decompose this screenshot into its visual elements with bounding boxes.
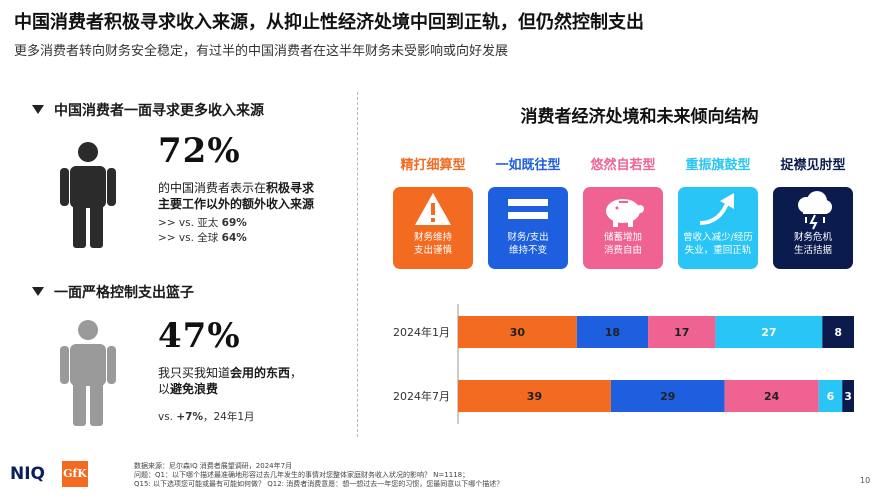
type-card-text: 储蓄增加 消费自由 <box>603 232 642 256</box>
data-label: 6 <box>827 390 835 403</box>
stat-47: 47% <box>158 316 241 356</box>
bar-segment <box>724 380 819 412</box>
data-label: 3 <box>844 390 852 403</box>
page-title: 中国消费者积极寻求收入来源，从抑止性经济处境中回到正轨，但仍然控制支出 <box>14 12 644 33</box>
compare-jan: vs. +7%，24年1月 <box>158 411 255 423</box>
type-card-text: 财务/支出 维持不变 <box>507 232 549 256</box>
bar-segment <box>842 380 854 412</box>
type-card-2: 储蓄增加 消费自由 <box>583 187 663 269</box>
footer-source: 数据来源：尼尔森IQ 消费者展望调研，2024年7月 <box>134 462 293 470</box>
curved-arrow-icon <box>678 187 758 231</box>
niq-logo: NIQ <box>10 464 46 484</box>
bar-segment <box>648 316 716 348</box>
type-card-0: 财务维持 支出谨慎 <box>393 187 473 269</box>
chart-title: 消费者经济处境和未来倾向结构 <box>520 107 759 127</box>
person-icon <box>60 142 116 248</box>
type-card-text: 财务危机 生活拮据 <box>793 232 832 256</box>
type-label-1: 一如既往型 <box>495 158 561 173</box>
type-card-1: 财务/支出 维持不变 <box>488 187 568 269</box>
type-label-2: 悠然自若型 <box>590 158 656 173</box>
page-number: 10 <box>860 476 871 485</box>
dashed-divider <box>357 92 358 437</box>
person-icon <box>60 320 116 426</box>
triangle-bullet-icon <box>32 105 44 114</box>
gfk-logo: GfK <box>62 461 88 487</box>
bar-segment <box>822 316 854 348</box>
section1-heading: 中国消费者一面寻求更多收入来源 <box>32 100 264 120</box>
data-label: 29 <box>660 390 675 403</box>
type-card-4: 财务危机 生活拮据 <box>773 187 853 269</box>
storm-cloud-icon <box>773 187 853 231</box>
footer-question-2: Q15: 以下选项您可能或最有可能如何做？ Q12: 消费者消费意愿：想一想过去… <box>134 480 504 488</box>
bar-segment <box>458 316 577 348</box>
data-label: 27 <box>761 326 776 339</box>
stacked-bar-chart: 2024年1月 30 18 17 27 8 2024年7月 39 29 24 6 3 <box>393 304 854 424</box>
type-label-0: 精打细算型 <box>400 158 466 173</box>
category-label: 2024年1月 <box>393 325 450 339</box>
warning-icon <box>393 187 473 231</box>
data-label: 39 <box>527 390 542 403</box>
section2-description: 我只买我知道会用的东西， 以避免浪费 <box>158 366 303 396</box>
type-card-text: 财务维持 支出谨慎 <box>413 232 452 256</box>
bar-segment <box>458 380 611 412</box>
section2-heading: 一面严格控制支出篮子 <box>32 282 194 302</box>
compare-apac: >> vs. 亚太 69% <box>158 217 247 229</box>
stat-72: 72% <box>158 131 241 171</box>
section1-description: 的中国消费者表示在积极寻求 主要工作以外的额外收入来源 <box>158 181 315 211</box>
type-card-3: 曾收入减少/经历 失业，重回正轨 <box>678 187 758 269</box>
data-label: 8 <box>834 326 842 339</box>
category-label: 2024年7月 <box>393 389 450 403</box>
compare-global: >> vs. 全球 64% <box>158 232 247 244</box>
bar-segment <box>818 380 843 412</box>
data-label: 17 <box>674 326 689 339</box>
type-label-4: 捉襟见肘型 <box>780 158 846 173</box>
bar-segment <box>715 316 823 348</box>
page-subtitle: 更多消费者转向财务安全稳定，有过半的中国消费者在这半年财务未受影响或向好发展 <box>14 44 509 59</box>
footer-question-1: 问题：Q1：以下哪个描述最准确地形容过去几年发生的事情对您整体家庭财务收入状况的… <box>134 471 470 479</box>
type-label-3: 重振旗鼓型 <box>685 158 751 173</box>
data-label: 18 <box>605 326 620 339</box>
bar-segment <box>610 380 725 412</box>
triangle-bullet-icon <box>32 287 44 296</box>
piggy-bank-icon <box>583 187 663 231</box>
type-card-text: 曾收入减少/经历 失业，重回正轨 <box>683 232 753 256</box>
bar-segment <box>576 316 649 348</box>
data-label: 24 <box>764 390 780 403</box>
data-label: 30 <box>510 326 526 339</box>
equals-icon <box>488 187 568 231</box>
